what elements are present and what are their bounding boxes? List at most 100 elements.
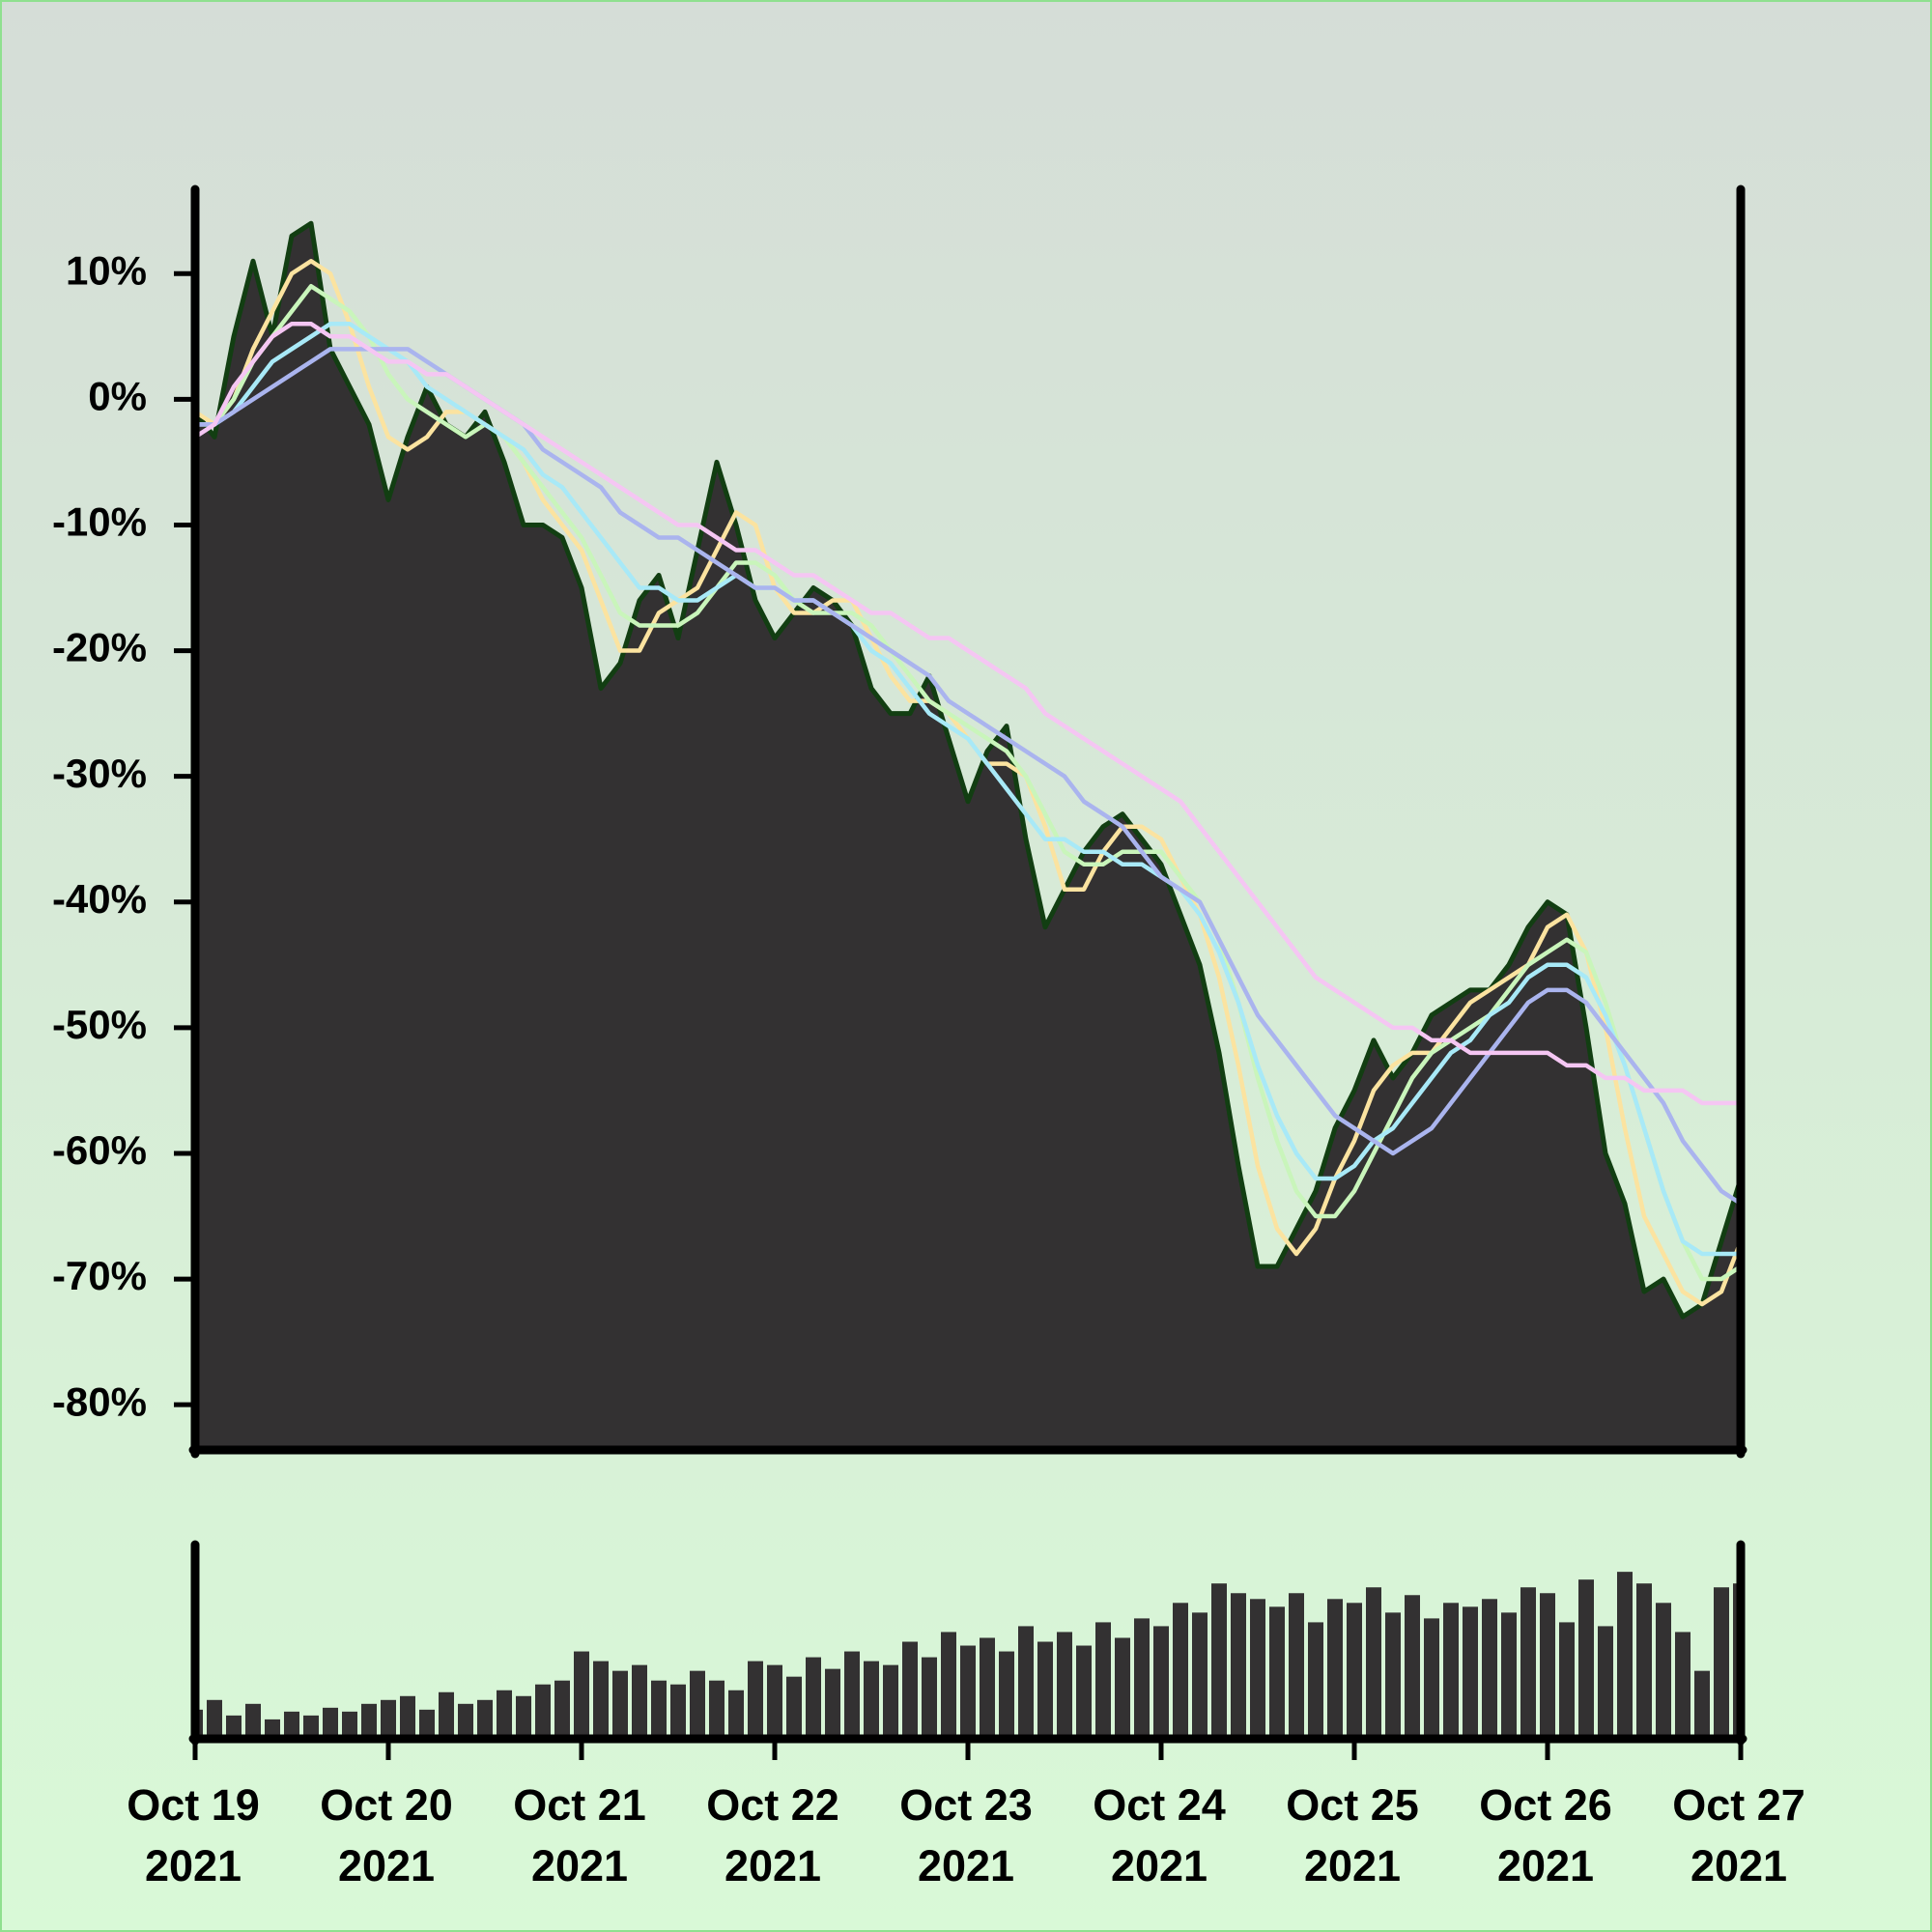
volume-bar xyxy=(1694,1670,1710,1739)
volume-bar xyxy=(593,1661,609,1739)
volume-bar xyxy=(960,1645,976,1739)
volume-bar xyxy=(864,1661,879,1739)
volume-bar xyxy=(1192,1612,1208,1739)
volume-bar xyxy=(902,1641,918,1739)
y-tick-label: -70% xyxy=(52,1253,147,1298)
volume-bar xyxy=(284,1711,299,1739)
moving-average-line xyxy=(195,322,1741,1106)
moving-average-line xyxy=(195,284,1741,1282)
volume-bar xyxy=(980,1637,995,1739)
volume-bar xyxy=(825,1668,840,1739)
volume-panel xyxy=(195,1572,1741,1739)
volume-bar xyxy=(1115,1637,1130,1739)
y-tick-label: -80% xyxy=(52,1378,147,1424)
volume-bar xyxy=(1675,1632,1690,1739)
y-tick-label: -20% xyxy=(52,625,147,670)
volume-bar xyxy=(941,1632,956,1739)
x-tick-label: Oct 22 2021 xyxy=(706,1780,839,1890)
volume-bar xyxy=(1424,1618,1439,1739)
volume-bar xyxy=(439,1691,454,1739)
volume-bar xyxy=(574,1651,589,1739)
volume-bar xyxy=(226,1715,242,1739)
volume-bar xyxy=(1714,1587,1729,1739)
volume-bar xyxy=(651,1680,667,1739)
volume-bar xyxy=(265,1719,280,1739)
x-tick-label: Oct 23 2021 xyxy=(899,1780,1033,1890)
volume-bar xyxy=(381,1699,396,1739)
volume-bar xyxy=(1153,1626,1169,1739)
volume-bar xyxy=(1366,1587,1381,1739)
axes: 10% 0% -10% -20% -30% -40% -50% -60% -70% -80% xyxy=(52,185,1747,1760)
volume-bar xyxy=(245,1703,261,1739)
volume-bar xyxy=(922,1657,937,1739)
volume-bar xyxy=(1250,1599,1265,1739)
price-area xyxy=(195,220,1741,1450)
volume-bar xyxy=(999,1651,1014,1739)
volume-bar xyxy=(1559,1622,1575,1739)
volume-bar xyxy=(728,1690,744,1739)
volume-bar xyxy=(670,1684,686,1739)
volume-bar xyxy=(1269,1606,1285,1739)
volume-bar xyxy=(1211,1583,1227,1739)
volume-bar xyxy=(806,1657,821,1739)
volume-bar xyxy=(535,1684,551,1739)
volume-bar xyxy=(709,1680,724,1739)
volume-bar xyxy=(844,1651,860,1739)
volume-bar xyxy=(1308,1622,1323,1739)
x-tick-label: Oct 24 2021 xyxy=(1093,1780,1226,1890)
volume-bar xyxy=(419,1709,435,1739)
volume-bar xyxy=(1617,1572,1633,1739)
volume-bar xyxy=(1327,1599,1343,1739)
volume-bar xyxy=(400,1695,415,1739)
volume-bar xyxy=(748,1661,763,1739)
x-tick-label: Oct 19 2021 xyxy=(127,1780,260,1890)
volume-bar xyxy=(1037,1641,1053,1739)
volume-bar xyxy=(1501,1612,1517,1739)
volume-bar xyxy=(1443,1603,1459,1739)
x-tick-label: Oct 21 2021 xyxy=(513,1780,646,1890)
volume-bar xyxy=(1482,1599,1497,1739)
volume-bar xyxy=(1540,1593,1555,1739)
volume-bar xyxy=(1018,1626,1034,1739)
volume-bar xyxy=(1405,1595,1420,1739)
volume-bar xyxy=(767,1664,782,1739)
volume-bar xyxy=(1385,1612,1401,1739)
volume-bar xyxy=(516,1695,531,1739)
volume-bar xyxy=(1636,1583,1652,1739)
volume-bar xyxy=(1463,1606,1478,1739)
volume-bar xyxy=(477,1699,493,1739)
volume-bar xyxy=(1347,1603,1362,1739)
y-tick-label: -60% xyxy=(52,1127,147,1173)
volume-bar xyxy=(323,1707,338,1739)
volume-bar xyxy=(1289,1593,1304,1739)
volume-bar xyxy=(497,1690,512,1739)
volume-bar xyxy=(1057,1632,1072,1739)
price-panel xyxy=(195,220,1741,1450)
volume-bar xyxy=(207,1699,222,1739)
volume-bar xyxy=(361,1703,377,1739)
x-tick-label: Oct 25 2021 xyxy=(1286,1780,1419,1890)
y-tick-label: 0% xyxy=(88,373,147,418)
volume-bar xyxy=(1231,1593,1246,1739)
volume-bar xyxy=(342,1711,357,1739)
volume-bar xyxy=(1520,1587,1536,1739)
volume-bar xyxy=(554,1680,570,1739)
volume-bar xyxy=(458,1703,473,1739)
volume-bar xyxy=(632,1664,647,1739)
y-tick-label: 10% xyxy=(66,247,147,293)
volume-bar xyxy=(1076,1645,1092,1739)
y-tick-label: -10% xyxy=(52,499,147,545)
y-tick-label: -30% xyxy=(52,751,147,796)
moving-average-line xyxy=(195,322,1741,1257)
y-tick-label: -50% xyxy=(52,1002,147,1047)
volume-bar xyxy=(1578,1579,1594,1739)
volume-bar xyxy=(690,1670,705,1739)
x-tick-label: Oct 20 2021 xyxy=(320,1780,453,1890)
volume-bar xyxy=(1134,1618,1150,1739)
volume-bar xyxy=(1656,1603,1671,1739)
y-tick-label: -40% xyxy=(52,876,147,922)
volume-bar xyxy=(786,1676,802,1739)
volume-bar xyxy=(303,1715,319,1739)
